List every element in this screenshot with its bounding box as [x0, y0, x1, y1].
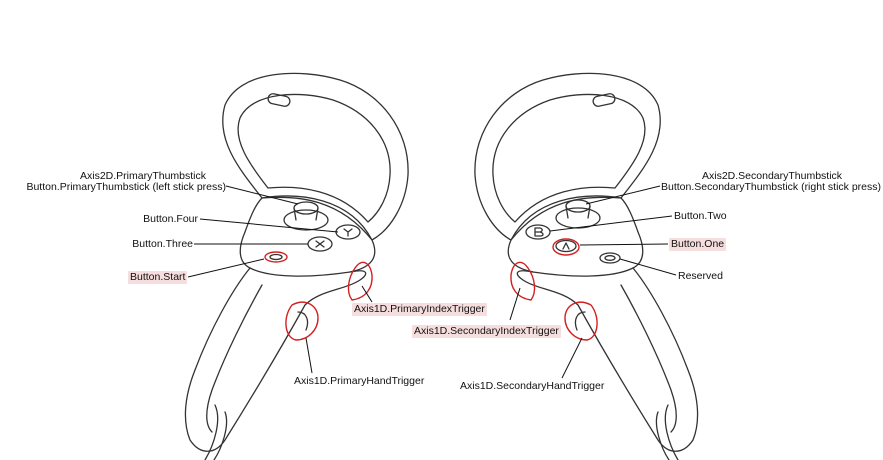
right-button-reserved	[599, 252, 621, 264]
left-thumbstick-stem	[293, 207, 319, 221]
leader-right-index	[509, 287, 521, 321]
label-right-index-trigger: Axis1D.SecondaryIndexTrigger	[412, 325, 561, 338]
leader-right-hand	[561, 337, 583, 379]
leader-left-four	[199, 218, 339, 233]
leader-right-reserved	[619, 258, 677, 276]
left-face-plate	[239, 195, 376, 277]
left-handle-inner	[206, 284, 263, 433]
leader-right-one	[579, 243, 669, 246]
label-right-thumbstick-press: Button.SecondaryThumbstick (right stick …	[661, 181, 881, 193]
label-left-button-start: Button.Start	[128, 271, 188, 284]
right-strap	[664, 404, 679, 460]
left-controller-drawing	[184, 72, 409, 460]
left-strap-2	[213, 411, 228, 460]
left-tracking-ring-inner	[237, 93, 391, 223]
left-thumbstick-base	[283, 209, 329, 231]
leader-right-two	[549, 215, 673, 232]
right-face-plate	[507, 195, 644, 277]
leader-right-thumbstick	[585, 185, 661, 205]
leader-left-start	[187, 258, 265, 278]
label-right-button-one: Button.One	[669, 238, 727, 251]
label-right-thumbstick-axis: Axis2D.SecondaryThumbstick	[702, 170, 843, 182]
left-hand-trigger	[285, 301, 319, 341]
left-button-start-ring	[264, 251, 288, 263]
left-ring-slot	[267, 93, 291, 107]
label-left-thumbstick-press: Button.PrimaryThumbstick (left stick pre…	[26, 181, 226, 193]
right-button-one-ring	[552, 238, 580, 256]
label-right-button-two: Button.Two	[674, 210, 727, 222]
right-strap-2	[655, 411, 670, 460]
right-button-two	[525, 224, 551, 240]
leader-left-hand	[305, 337, 313, 374]
right-handle-inner	[620, 284, 677, 433]
label-right-hand-trigger: Axis1D.SecondaryHandTrigger	[460, 380, 605, 392]
right-handle	[516, 267, 699, 452]
right-hand-trigger	[564, 301, 598, 341]
right-thumbstick-base	[555, 207, 601, 229]
right-index-trigger	[510, 261, 536, 301]
right-button-one	[555, 239, 577, 253]
label-left-button-three: Button.Three	[132, 238, 193, 250]
left-handle	[184, 267, 367, 452]
label-right-reserved: Reserved	[678, 270, 723, 282]
left-tracking-ring	[222, 72, 409, 241]
label-left-hand-trigger: Axis1D.PrimaryHandTrigger	[294, 375, 425, 387]
leader-lines	[187, 185, 677, 379]
right-tracking-ring-inner	[492, 93, 646, 223]
right-thumbstick-cap	[565, 199, 591, 213]
label-left-button-four: Button.Four	[143, 213, 198, 225]
right-controller-drawing	[474, 72, 699, 460]
label-left-thumbstick-axis: Axis2D.PrimaryThumbstick	[79, 170, 207, 182]
right-ring-slot	[592, 93, 616, 107]
label-left-index-trigger: Axis1D.PrimaryIndexTrigger	[352, 303, 487, 316]
right-tracking-ring	[474, 72, 661, 241]
left-button-start	[269, 253, 283, 261]
left-index-trigger	[347, 261, 373, 301]
leader-left-thumbstick	[225, 185, 299, 205]
left-strap	[204, 404, 219, 460]
leader-left-index	[361, 285, 373, 303]
